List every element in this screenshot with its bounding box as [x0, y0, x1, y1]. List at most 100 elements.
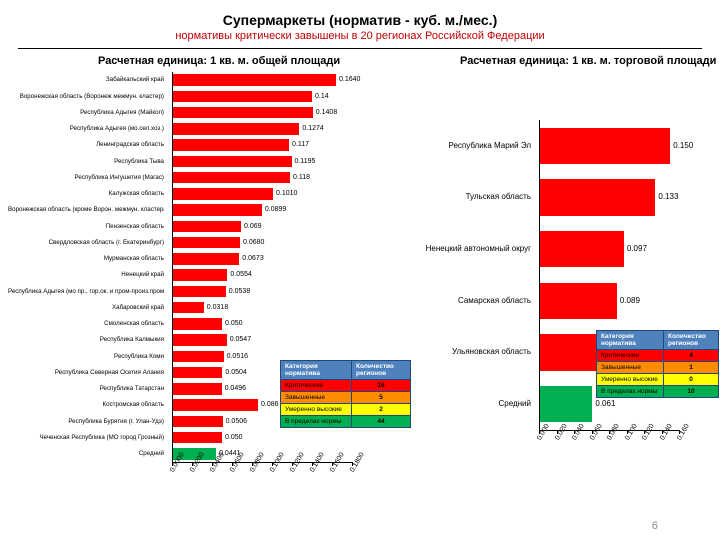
legend-row-label: Завышенные: [597, 362, 664, 374]
bar-value: 0.1010: [276, 188, 297, 199]
bar-label: Средний: [8, 448, 164, 459]
legend-row-count: 0: [664, 374, 719, 386]
legend-row-label: Критические: [597, 350, 664, 362]
bar: [172, 204, 262, 215]
bar-label: Республика Адыгея (мо.сел.хоз.): [8, 123, 164, 134]
legend-row-count: 2: [352, 404, 411, 416]
divider: [18, 48, 702, 49]
legend-row-label: Критические: [281, 380, 352, 392]
legend-right: Категория нормативаКоличество регионовКр…: [596, 330, 719, 398]
bar-label: Самарская область: [405, 283, 531, 319]
bar: [539, 231, 624, 267]
bar-value: 0.150: [673, 128, 693, 164]
legend-row-count: 10: [664, 386, 719, 398]
bar: [172, 188, 273, 199]
bar-value: 0.069: [244, 221, 262, 232]
bar-value: 0.0899: [265, 204, 286, 215]
legend-row-count: 44: [352, 416, 411, 428]
bar-value: 0.1640: [339, 74, 360, 85]
bar-label: Республика Марий Эл: [405, 128, 531, 164]
bar-value: 0.1274: [302, 123, 323, 134]
bar: [172, 302, 204, 313]
bar-label: Ленинградская область: [8, 139, 164, 150]
bar-label: Республика Татарстан: [8, 383, 164, 394]
bar: [172, 269, 227, 280]
bar-value: 0.0504: [225, 367, 246, 378]
bar: [172, 383, 222, 394]
bar-value: 0.0680: [243, 237, 264, 248]
bar-value: 0.086: [261, 399, 279, 410]
bar: [172, 91, 312, 102]
bar-value: 0.0496: [225, 383, 246, 394]
legend-header: Количество регионов: [352, 361, 411, 380]
bar: [172, 221, 241, 232]
left-chart-title: Расчетная единица: 1 кв. м. общей площад…: [98, 55, 340, 67]
legend-row-label: Завышенные: [281, 392, 352, 404]
bar-label: Воронежская область (кроме Ворон. межмун…: [8, 204, 164, 215]
bar-label: Смоленская область: [8, 318, 164, 329]
bar-label: Республика Бурятия (г. Улан-Удэ): [8, 416, 164, 427]
bar-value: 0.117: [292, 139, 309, 150]
bar-label: Пензенская область: [8, 221, 164, 232]
bar-label: Республика Адыгея (мо пр., гор.ок. и про…: [8, 286, 164, 297]
bar-label: Калужская область: [8, 188, 164, 199]
bar-value: 0.0318: [207, 302, 228, 313]
bar-value: 0.0506: [226, 416, 247, 427]
legend-row-count: 16: [352, 380, 411, 392]
bar: [172, 351, 224, 362]
bar-value: 0.0538: [229, 286, 250, 297]
bar-label: Чеченская Республика (МО город Грозный): [8, 432, 164, 443]
bar-label: Средний: [405, 386, 531, 422]
bar-label: Хабаровский край: [8, 302, 164, 313]
legend-row-label: В пределах нормы: [281, 416, 352, 428]
legend-row-label: Умеренно высокие: [597, 374, 664, 386]
bar-label: Республика Северная Осетия Алания: [8, 367, 164, 378]
bar-label: Республика Коми: [8, 351, 164, 362]
bar-value: 0.118: [293, 172, 310, 183]
bar: [172, 367, 222, 378]
bar: [172, 156, 292, 167]
bar-label: Забайкальский край: [8, 74, 164, 85]
right-chart: 0.1500.1330.0970.0890.0750.061Республика…: [405, 120, 710, 480]
bar-label: Воронежская область (Воронеж межмун. кла…: [8, 91, 164, 102]
legend-row-count: 1: [664, 362, 719, 374]
bar-value: 0.1408: [316, 107, 337, 118]
legend-row-count: 4: [664, 350, 719, 362]
legend-header: Категория норматива: [281, 361, 352, 380]
bar-label: Свердловская область (г. Екатеринбург): [8, 237, 164, 248]
page-title: Супермаркеты (норматив - куб. м./мес.): [0, 12, 720, 28]
bar-value: 0.0673: [242, 253, 263, 264]
bar: [172, 172, 290, 183]
bar: [172, 318, 222, 329]
bar-value: 0.050: [225, 432, 243, 443]
bar-label: Республика Ингушетия (Магас): [8, 172, 164, 183]
bar: [172, 237, 240, 248]
bar-label: Ненецкий автономный округ: [405, 231, 531, 267]
bar-label: Мурманская область: [8, 253, 164, 264]
bar: [172, 139, 289, 150]
legend-row-count: 5: [352, 392, 411, 404]
bar-value: 0.089: [620, 283, 640, 319]
bar-value: 0.0547: [230, 334, 251, 345]
bar-value: 0.0516: [227, 351, 248, 362]
bar: [172, 334, 227, 345]
legend-row-label: В пределах нормы: [597, 386, 664, 398]
bar: [172, 123, 299, 134]
bar-value: 0.050: [225, 318, 243, 329]
left-chart: 0.1640 0.14 0.1408 0.1274 0.117 0.1195 0.118 0.…: [8, 72, 398, 502]
bar: [172, 107, 313, 118]
bar: [539, 128, 670, 164]
bar-label: Республика Адыгея (Майкоп): [8, 107, 164, 118]
bar-label: Республика Тыва: [8, 156, 164, 167]
bar-label: Костромская область: [8, 399, 164, 410]
bar: [172, 432, 222, 443]
legend-row-label: Умеренно высокие: [281, 404, 352, 416]
bar: [539, 386, 592, 422]
bar: [172, 416, 223, 427]
page-subtitle: нормативы критически завышены в 20 регио…: [0, 30, 720, 42]
bar-value: 0.1195: [295, 156, 316, 167]
bar-value: 0.14: [315, 91, 329, 102]
bar-label: Республика Калмыкия: [8, 334, 164, 345]
legend-header: Категория норматива: [597, 331, 664, 350]
bar-value: 0.0554: [230, 269, 251, 280]
